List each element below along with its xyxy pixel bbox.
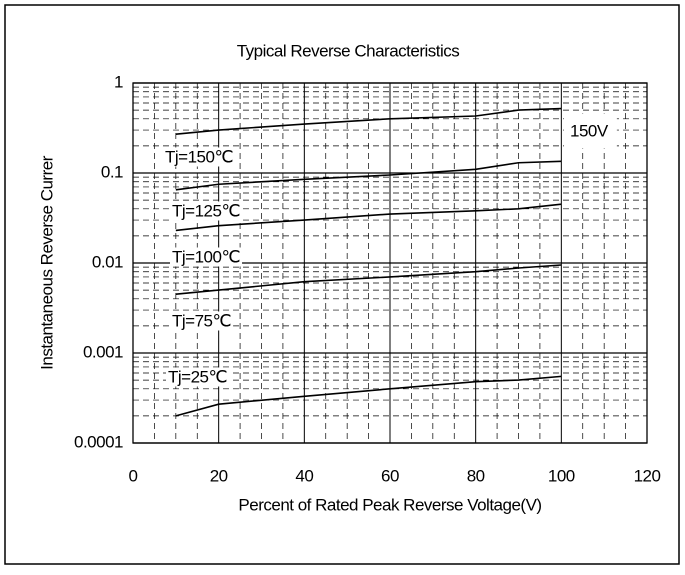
label-bg <box>170 201 243 221</box>
label-bg <box>170 247 243 267</box>
series-line <box>175 203 562 232</box>
x-tick-label: 80 <box>467 466 485 485</box>
y-tick-label: 0.01 <box>92 252 123 271</box>
series-label: Tj=75℃ <box>172 311 231 330</box>
series-label: Tj=25℃ <box>168 367 227 386</box>
x-tick-label: 120 <box>634 466 661 485</box>
label-bg <box>166 367 230 387</box>
series-line <box>175 264 562 296</box>
series-label: Tj=125℃ <box>172 201 240 220</box>
series-line <box>175 160 562 191</box>
y-tick-label: 1 <box>114 72 123 91</box>
label-bg <box>163 147 236 167</box>
series-line <box>175 107 562 135</box>
x-tick-label: 100 <box>548 466 575 485</box>
series-label: Tj=100℃ <box>172 247 240 266</box>
label-bg <box>170 311 234 331</box>
annotation-bg <box>564 113 617 149</box>
x-tick-label: 40 <box>295 466 313 485</box>
y-tick-label: 0.001 <box>83 342 123 361</box>
x-tick-label: 60 <box>381 466 399 485</box>
series-label: Tj=150℃ <box>165 147 233 166</box>
annotation: 150V <box>570 121 609 140</box>
frame <box>4 4 680 565</box>
y-tick-label: 0.0001 <box>74 432 123 451</box>
x-tick-label: 0 <box>129 466 138 485</box>
x-tick-label: 20 <box>210 466 228 485</box>
x-axis-label: Percent of Rated Peak Reverse Voltage(V) <box>238 495 541 514</box>
plot-border <box>132 82 648 444</box>
y-axis-label: Instantaneous Reverse Currer <box>37 155 56 370</box>
chart-title: Typical Reverse Characteristics <box>237 41 460 60</box>
y-tick-label: 0.1 <box>101 162 123 181</box>
series-line <box>175 375 562 417</box>
